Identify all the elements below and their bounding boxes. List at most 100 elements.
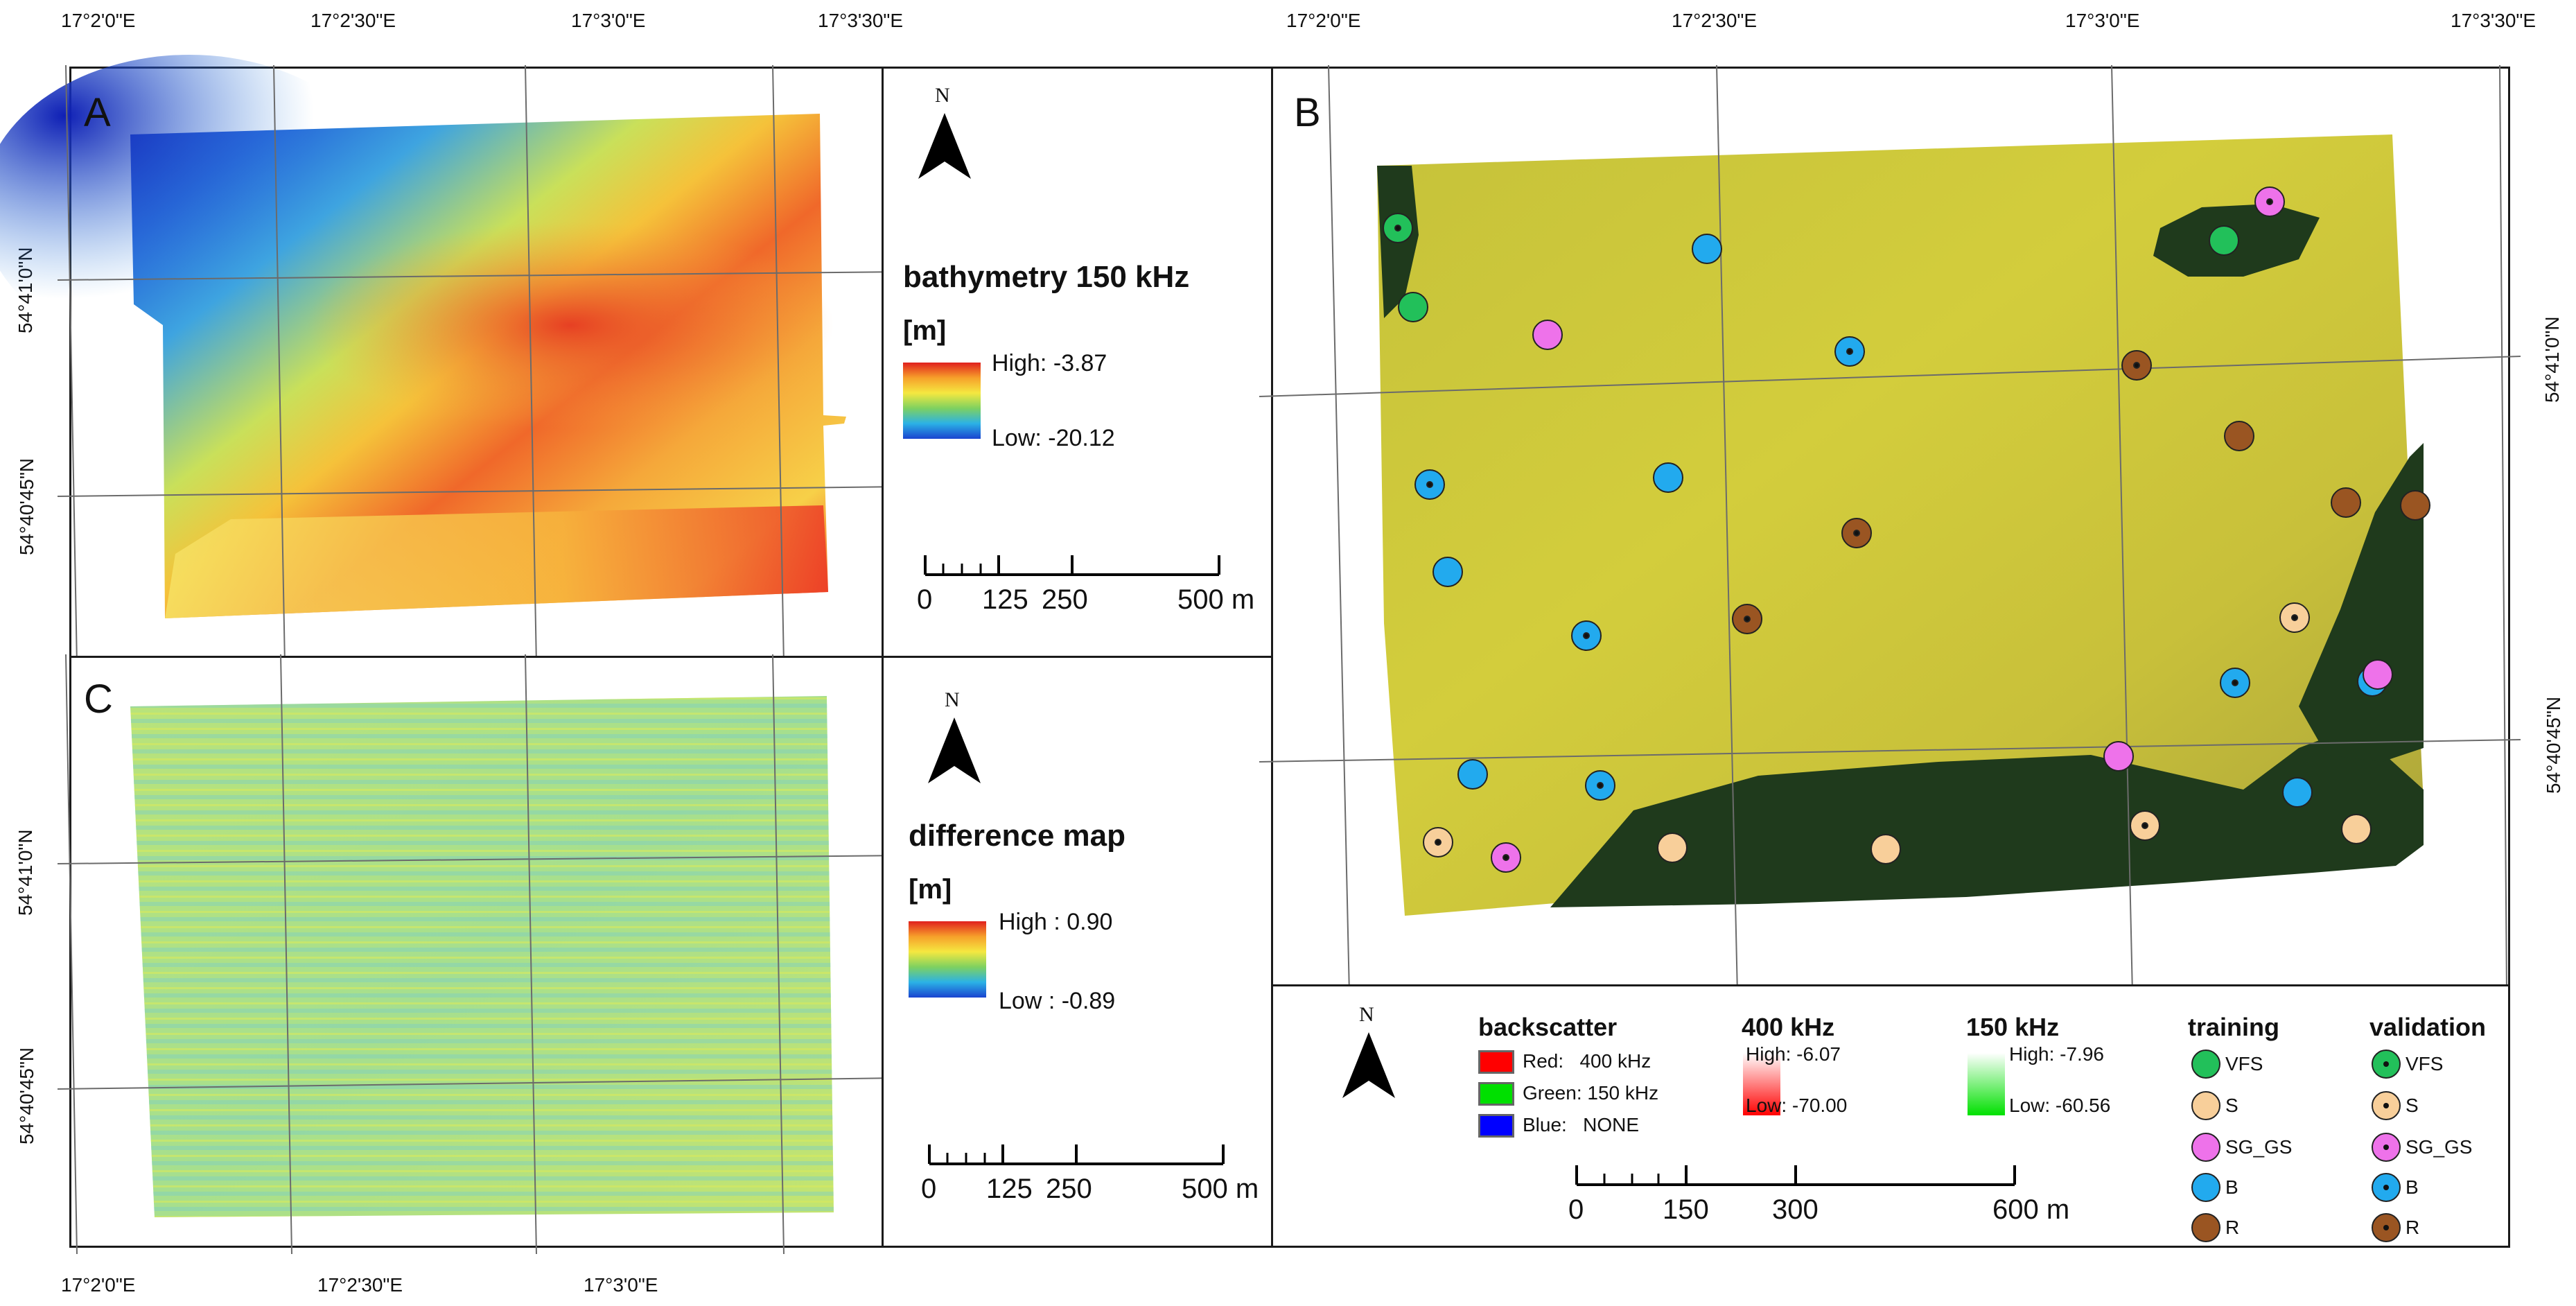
training-title: training	[2188, 1013, 2279, 1042]
validation-title: validation	[2369, 1013, 2486, 1042]
panel-c-map	[71, 658, 886, 1250]
coord-top-a-1: 17°2'30"E	[310, 10, 396, 32]
north-arrow-b: N	[1341, 1003, 1396, 1114]
marker-s-training-edge	[2336, 808, 2377, 850]
coord-top-b-3: 17°3'30"E	[2451, 10, 2536, 32]
north-arrow-c: N	[927, 688, 982, 799]
coord-left-c-1: 54°40'45"N	[16, 1027, 38, 1144]
coord-right-b-0: 54°41'0"N	[2541, 299, 2564, 403]
marker-s-v	[1423, 828, 1453, 857]
validation-sg-label: SG_GS	[2406, 1136, 2472, 1158]
validation-s-symbol	[2372, 1092, 2400, 1120]
ramp-400-low: Low: -70.00	[1746, 1095, 1847, 1117]
validation-vfs-symbol	[2372, 1050, 2400, 1078]
marker-b-v	[1415, 470, 1444, 499]
legend-a-unit: [m]	[903, 315, 946, 347]
legend-c-title: difference map	[909, 819, 1125, 853]
panel-a-map	[71, 69, 886, 661]
scale-c-250: 250	[1046, 1174, 1092, 1205]
scale-c-500: 500 m	[1182, 1174, 1259, 1205]
legend-a-title: bathymetry 150 kHz	[903, 260, 1189, 295]
panel-b-frame: B	[1271, 67, 2510, 987]
marker-r-v	[1842, 519, 1871, 548]
coord-left-c-0: 54°41'0"N	[15, 812, 37, 916]
training-vfs-symbol	[2192, 1050, 2220, 1078]
scale-c-125: 125	[986, 1174, 1033, 1205]
validation-s-label: S	[2406, 1095, 2419, 1117]
coord-top-a-2: 17°3'0"E	[571, 10, 645, 32]
coord-top-b-1: 17°2'30"E	[1672, 10, 1757, 32]
marker-r-t	[2225, 421, 2254, 451]
legend-c-unit: [m]	[909, 874, 952, 905]
validation-vfs-label: VFS	[2406, 1053, 2443, 1075]
coord-bottom-1: 17°2'30"E	[317, 1274, 403, 1296]
validation-symbols	[2369, 1050, 2411, 1272]
legend-c-low: Low : -0.89	[999, 988, 1115, 1015]
validation-b-label: B	[2406, 1176, 2419, 1199]
backscatter-swatch-red	[1478, 1050, 1514, 1074]
north-label-c: N	[945, 688, 960, 712]
scale-a-0: 0	[917, 584, 932, 616]
legend-c-ramp	[909, 921, 986, 998]
north-arrow-icon	[927, 717, 982, 801]
scale-b-600: 600 m	[1992, 1194, 2069, 1226]
scale-a-125: 125	[982, 584, 1028, 616]
marker-s-t	[1658, 833, 1687, 862]
coord-top-b-0: 17°2'0"E	[1286, 10, 1360, 32]
training-vfs-label: VFS	[2225, 1053, 2263, 1075]
marker-r-t	[2331, 488, 2360, 517]
legend-a-low: Low: -20.12	[992, 425, 1115, 452]
marker-b-t	[1692, 234, 1721, 263]
marker-sg-v	[2255, 187, 2284, 216]
coord-bottom-0: 17°2'0"E	[61, 1274, 135, 1296]
marker-sg-t	[2104, 742, 2133, 771]
scale-b-150: 150	[1663, 1194, 1709, 1226]
scale-b-300: 300	[1772, 1194, 1819, 1226]
scale-bar-b	[1577, 1164, 2034, 1192]
coord-left-a-1: 54°40'45"N	[16, 437, 38, 555]
north-arrow-icon	[1341, 1032, 1396, 1115]
ramp-150-swatch	[1968, 1053, 2005, 1115]
marker-b-t	[1654, 463, 1683, 492]
difference-stripes	[130, 696, 834, 1217]
training-b-symbol	[2192, 1174, 2220, 1201]
scale-a-500: 500 m	[1177, 584, 1254, 616]
panel-a-letter: A	[84, 89, 111, 136]
ramp-150-low: Low: -60.56	[2009, 1095, 2110, 1117]
training-sg-label: SG_GS	[2225, 1136, 2292, 1158]
legend-a-high: High: -3.87	[992, 350, 1107, 377]
marker-b-t	[1433, 557, 1462, 586]
marker-r-v	[1733, 604, 1762, 634]
scale-a-250: 250	[1042, 584, 1088, 616]
marker-sg-t	[2363, 660, 2392, 689]
validation-b-symbol	[2372, 1174, 2400, 1201]
backscatter-green-label: Green: 150 kHz	[1523, 1082, 1658, 1104]
panel-b-letter: B	[1294, 89, 1321, 136]
legend-c-high: High : 0.90	[999, 909, 1112, 936]
marker-b-v	[2220, 668, 2250, 697]
marker-sg-t	[1533, 320, 1562, 349]
training-sg-symbol	[2192, 1133, 2220, 1161]
legend-a-frame: N bathymetry 150 kHz [m] High: -3.87 Low…	[882, 67, 1274, 659]
north-label-b: N	[1359, 1003, 1374, 1027]
backscatter-swatch-green	[1478, 1082, 1514, 1106]
marker-s-v	[2280, 603, 2309, 632]
ramp-150-title: 150 kHz	[1966, 1013, 2059, 1042]
backscatter-blue-label: Blue: NONE	[1523, 1114, 1639, 1136]
coord-top-b-2: 17°3'0"E	[2065, 10, 2139, 32]
marker-r-t	[2401, 491, 2430, 520]
marker-b-t	[1458, 760, 1487, 789]
legend-c-frame: N difference map [m] High : 0.90 Low : -…	[882, 656, 1274, 1248]
backscatter-swatch-blue	[1478, 1114, 1514, 1138]
panel-c-letter: C	[84, 676, 113, 722]
scale-c-0: 0	[921, 1174, 936, 1205]
ramp-400-high: High: -6.07	[1746, 1043, 1841, 1065]
training-s-label: S	[2225, 1095, 2238, 1117]
coord-bottom-2: 17°3'0"E	[584, 1274, 658, 1296]
marker-r-v	[2122, 351, 2151, 380]
training-b-label: B	[2225, 1176, 2238, 1199]
north-arrow-icon	[917, 113, 972, 196]
north-label-a: N	[935, 84, 950, 107]
marker-b-v	[1572, 621, 1601, 650]
validation-sg-symbol	[2372, 1133, 2400, 1161]
